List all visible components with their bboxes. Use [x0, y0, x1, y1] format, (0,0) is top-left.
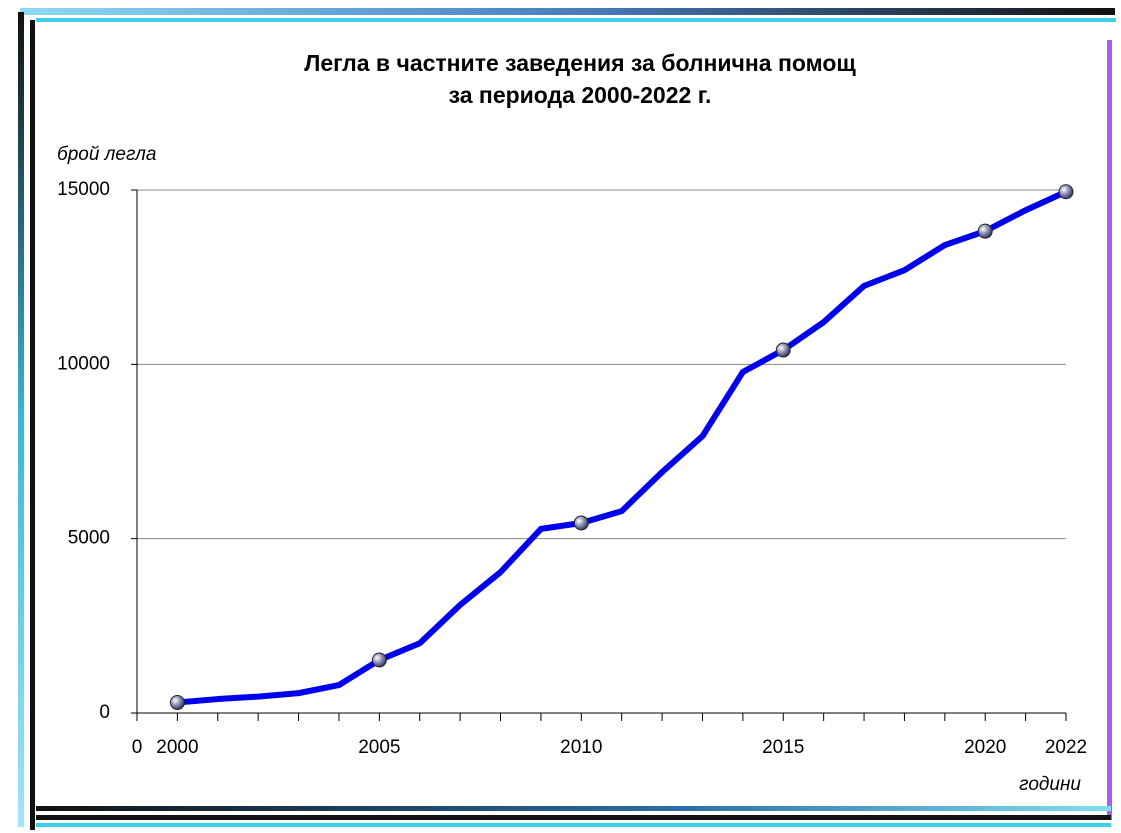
x-tick-label: 2000	[156, 737, 198, 758]
y-tick-label: 15000	[57, 179, 110, 200]
x-tick-label: 2015	[762, 737, 804, 758]
point-marker	[371, 652, 387, 668]
x-axis-title: години	[1019, 774, 1081, 795]
point-marker	[169, 695, 185, 711]
chart-title: Легла в частните заведения за болнична п…	[304, 50, 856, 76]
x-tick-label: 2010	[560, 737, 602, 758]
y-axis-title: брой легла	[57, 144, 156, 165]
x-tick-label: 2020	[964, 737, 1006, 758]
chart-title: за периода 2000-2022 г.	[449, 82, 712, 108]
y-tick-label: 10000	[57, 353, 110, 374]
line-series	[177, 189, 1068, 706]
x-tick-label: 2022	[1045, 737, 1087, 758]
point-marker	[1058, 184, 1074, 200]
frame	[18, 8, 1116, 830]
y-tick-label: 5000	[68, 528, 110, 549]
x-tick-label: 0	[132, 737, 143, 758]
y-tick-label: 0	[99, 702, 110, 723]
point-marker	[573, 515, 589, 531]
point-marker	[775, 342, 791, 358]
point-marker	[977, 223, 993, 239]
x-tick-label: 2005	[358, 737, 400, 758]
